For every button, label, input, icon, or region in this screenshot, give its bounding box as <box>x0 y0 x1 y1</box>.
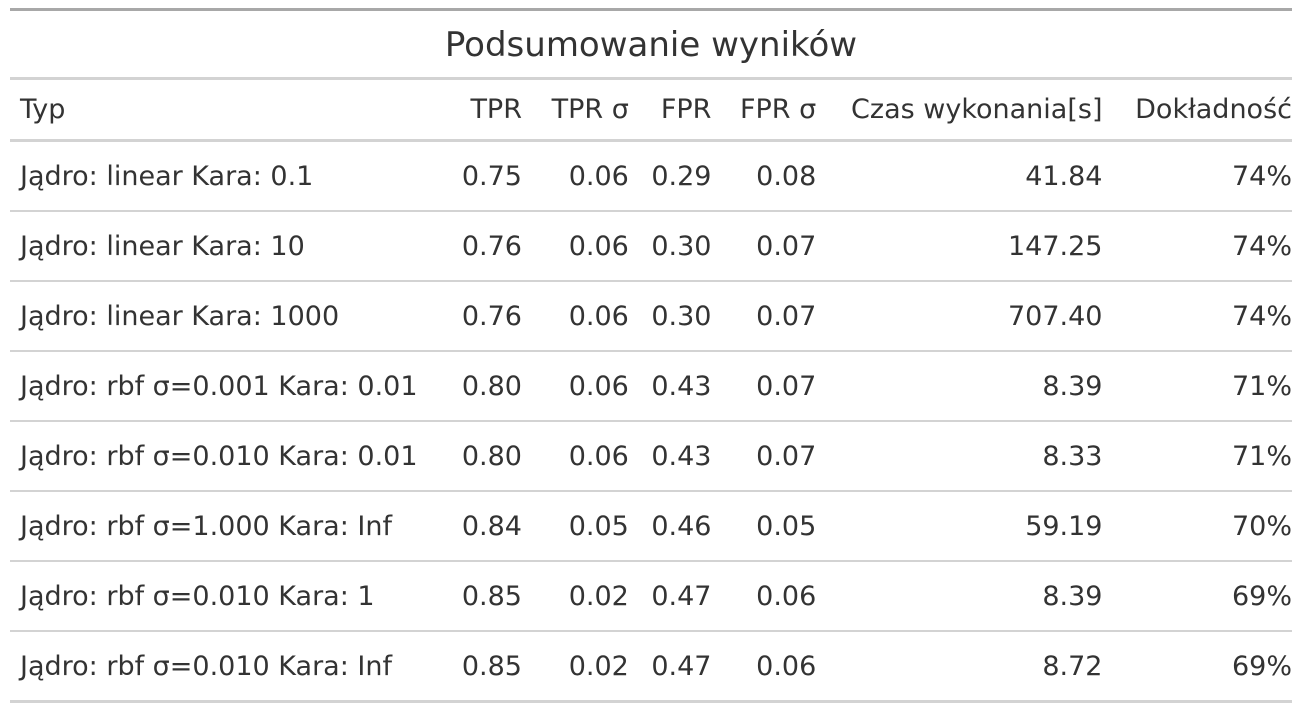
table-row: Jądro: rbf σ=1.000 Kara: Inf 0.84 0.05 0… <box>10 490 1292 561</box>
cell-tpr-sigma: 0.06 <box>568 160 629 192</box>
table-row: Jądro: linear Kara: 1000 0.76 0.06 0.30 … <box>10 280 1292 351</box>
cell-accuracy: 74% <box>1102 280 1292 351</box>
table-row: Jądro: rbf σ=0.010 Kara: 0.01 0.80 0.06 … <box>10 420 1292 491</box>
cell-execution-time: 8.72 <box>816 630 1103 702</box>
cell-accuracy: 74% <box>1102 210 1292 281</box>
table-row: Jądro: linear Kara: 0.1 0.75 0.06 0.29 0… <box>10 141 1292 212</box>
cell-tpr: 0.85 <box>449 630 522 702</box>
cell-accuracy: 70% <box>1102 490 1292 561</box>
cell-fpr-sigma: 0.06 <box>711 560 817 631</box>
cell-type: Jądro: rbf σ=1.000 Kara: Inf <box>10 490 450 561</box>
cell-tpr: 0.80 <box>449 420 522 491</box>
cell-fpr-sigma: 0.07 <box>711 420 817 491</box>
cell-tpr: 0.85 <box>449 560 522 631</box>
cell-tpr: 0.75 <box>461 160 522 192</box>
column-header-tpr-sigma: TPR σ <box>521 78 629 142</box>
results-table-container: Podsumowanie wyników Typ TPR TPR σ FPR F… <box>10 8 1292 703</box>
cell-execution-time: 147.25 <box>816 210 1103 281</box>
cell-type: Jądro: linear Kara: 10 <box>10 210 450 281</box>
cell-fpr-sigma: 0.07 <box>711 280 817 351</box>
cell-fpr: 0.47 <box>628 560 712 631</box>
table-row: Jądro: rbf σ=0.001 Kara: 0.01 0.80 0.06 … <box>10 350 1292 421</box>
cell-fpr: 0.30 <box>628 210 712 281</box>
cell-fpr: 0.46 <box>628 490 712 561</box>
cell-fpr-sigma: 0.08 <box>756 160 817 192</box>
cell-fpr-sigma: 0.07 <box>711 350 817 421</box>
cell-tpr: 0.76 <box>449 210 522 281</box>
cell-fpr: 0.30 <box>628 280 712 351</box>
cell-type: Jądro: linear Kara: 1000 <box>10 280 450 351</box>
cell-fpr-sigma: 0.05 <box>711 490 817 561</box>
column-header-execution-time: Czas wykonania[s] <box>816 78 1103 142</box>
table-row: Jądro: rbf σ=0.010 Kara: 1 0.85 0.02 0.4… <box>10 560 1292 631</box>
cell-type: Jądro: linear Kara: 0.1 <box>20 160 314 192</box>
cell-execution-time: 41.84 <box>1025 160 1103 192</box>
cell-tpr-sigma: 0.06 <box>521 350 629 421</box>
cell-accuracy: 71% <box>1102 350 1292 421</box>
column-header-accuracy: Dokładność <box>1102 78 1292 142</box>
cell-accuracy: 69% <box>1102 560 1292 631</box>
cell-tpr: 0.84 <box>449 490 522 561</box>
cell-execution-time: 8.39 <box>816 560 1103 631</box>
table-row: Jądro: rbf σ=0.010 Kara: Inf 0.85 0.02 0… <box>10 630 1292 702</box>
cell-accuracy: 71% <box>1102 420 1292 491</box>
cell-execution-time: 8.39 <box>816 350 1103 421</box>
cell-accuracy: 69% <box>1102 630 1292 702</box>
cell-tpr-sigma: 0.05 <box>521 490 629 561</box>
column-header-typ: Typ <box>10 78 450 142</box>
cell-type: Jądro: rbf σ=0.001 Kara: 0.01 <box>10 350 450 421</box>
cell-fpr: 0.29 <box>651 160 712 192</box>
cell-tpr-sigma: 0.06 <box>521 420 629 491</box>
cell-tpr: 0.80 <box>449 350 522 421</box>
cell-tpr-sigma: 0.02 <box>521 630 629 702</box>
cell-fpr: 0.47 <box>628 630 712 702</box>
cell-fpr: 0.43 <box>628 420 712 491</box>
cell-execution-time: 707.40 <box>816 280 1103 351</box>
cell-tpr-sigma: 0.02 <box>521 560 629 631</box>
cell-tpr: 0.76 <box>449 280 522 351</box>
cell-execution-time: 59.19 <box>816 490 1103 561</box>
cell-type: Jądro: rbf σ=0.010 Kara: Inf <box>10 630 450 702</box>
cell-tpr-sigma: 0.06 <box>521 280 629 351</box>
cell-accuracy: 74% <box>1231 160 1292 192</box>
column-header-fpr: FPR <box>628 78 712 142</box>
cell-fpr: 0.43 <box>628 350 712 421</box>
header-row: Typ TPR TPR σ FPR FPR σ Czas wykonania[s… <box>10 78 1292 142</box>
results-table: Podsumowanie wyników Typ TPR TPR σ FPR F… <box>10 8 1292 703</box>
cell-execution-time: 8.33 <box>816 420 1103 491</box>
table-row: Jądro: linear Kara: 10 0.76 0.06 0.30 0.… <box>10 210 1292 281</box>
table-title: Podsumowanie wyników <box>10 9 1292 80</box>
cell-type: Jądro: rbf σ=0.010 Kara: 0.01 <box>10 420 450 491</box>
cell-fpr-sigma: 0.06 <box>711 630 817 702</box>
cell-fpr-sigma: 0.07 <box>711 210 817 281</box>
title-row: Podsumowanie wyników <box>10 9 1292 80</box>
cell-type: Jądro: rbf σ=0.010 Kara: 1 <box>10 560 450 631</box>
cell-tpr-sigma: 0.06 <box>521 210 629 281</box>
column-header-fpr-sigma: FPR σ <box>711 78 817 142</box>
column-header-tpr: TPR <box>449 78 522 142</box>
